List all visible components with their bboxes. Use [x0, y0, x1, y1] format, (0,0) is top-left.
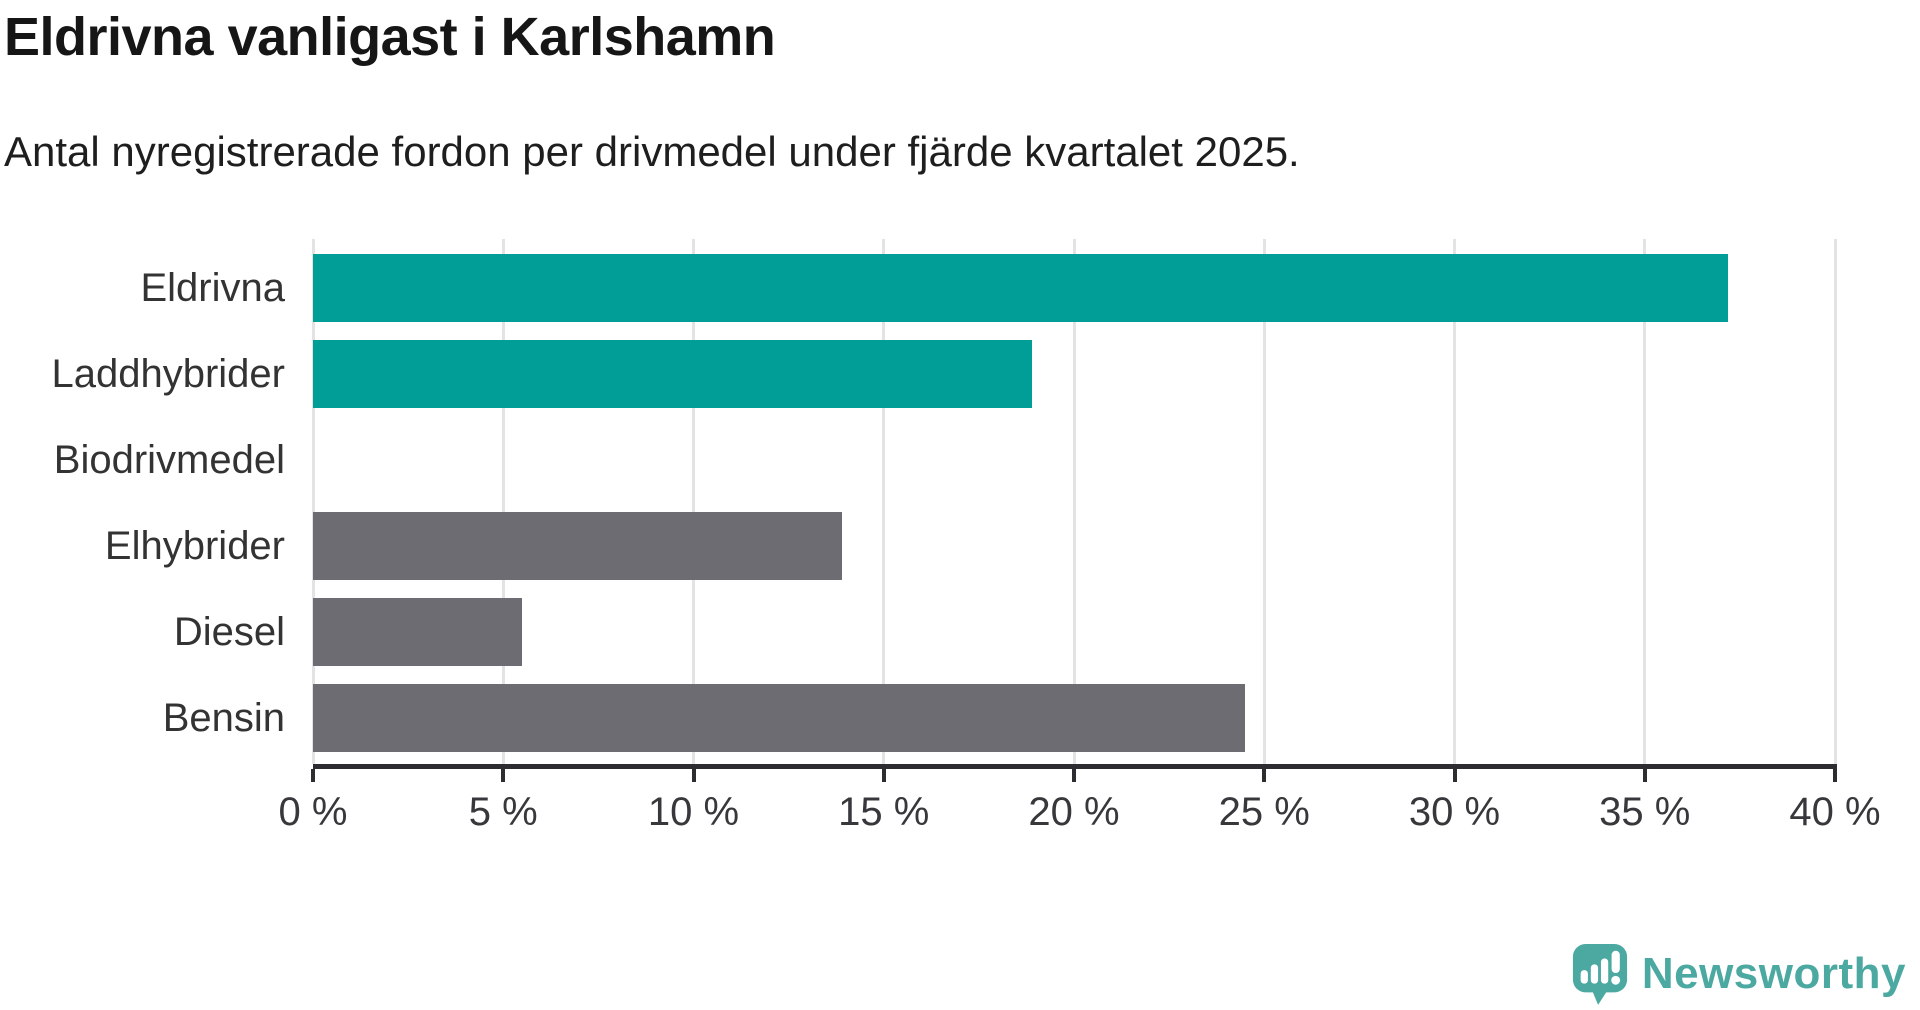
- category-label-bensin: Bensin: [162, 695, 285, 740]
- x-axis-line: [313, 764, 1837, 769]
- category-label-laddhybrider: Laddhybrider: [51, 351, 286, 396]
- chart-subtitle: Antal nyregistrerade fordon per drivmede…: [4, 128, 1300, 175]
- x-tick-label-35pct: 35 %: [1599, 790, 1691, 834]
- x-tick-label-25pct: 25 %: [1218, 790, 1310, 834]
- x-tick-30pct: [1452, 769, 1457, 782]
- newsworthy-logo-icon: [1572, 944, 1627, 1005]
- gridline-40pct: [1833, 239, 1837, 764]
- bar-row-biodrivmedel: Biodrivmedel: [0, 417, 1920, 503]
- x-tick-label-15pct: 15 %: [838, 790, 930, 834]
- bar-track-diesel: [313, 598, 1920, 666]
- bar-laddhybrider: [313, 340, 1033, 408]
- gridline-10pct: [692, 239, 695, 764]
- bar-bensin: [313, 684, 1246, 752]
- bar-track-bensin: [313, 684, 1920, 752]
- gridline-30pct: [1453, 239, 1456, 764]
- gridline-25pct: [1262, 239, 1266, 764]
- bar-row-bensin: Bensin: [0, 675, 1920, 761]
- gridline-35pct: [1643, 239, 1647, 764]
- bar-track-elhybrider: [313, 512, 1920, 580]
- bar-diesel: [313, 598, 523, 666]
- bar-row-elhybrider: Elhybrider: [0, 503, 1920, 589]
- x-tick-25pct: [1262, 769, 1267, 782]
- newsworthy-logo: Newsworthy: [1571, 942, 1906, 1006]
- gridlines: [311, 239, 1839, 764]
- category-label-eldrivna: Eldrivna: [140, 265, 285, 310]
- gridline-0pct: [311, 239, 315, 764]
- bar-rows: Eldrivna Laddhybrider Biodrivmedel Elhybrid…: [0, 245, 1920, 761]
- x-tick-35pct: [1642, 769, 1647, 782]
- category-label-elhybrider: Elhybrider: [104, 523, 285, 568]
- bar-elhybrider: [313, 512, 842, 580]
- x-tick-label-10pct: 10 %: [647, 790, 740, 834]
- chart-title: Eldrivna vanligast i Karlshamn: [4, 7, 776, 67]
- x-tick-label-5pct: 5 %: [468, 790, 538, 834]
- gridline-20pct: [1072, 239, 1076, 764]
- bar-track-eldrivna: [313, 254, 1920, 322]
- x-tick-label-0pct: 0 %: [278, 790, 348, 834]
- x-tick-10pct: [691, 769, 696, 782]
- x-tick-15pct: [881, 769, 886, 782]
- x-tick-40pct: [1833, 769, 1837, 782]
- x-tick-label-20pct: 20 %: [1028, 790, 1120, 834]
- gridline-15pct: [882, 239, 886, 764]
- bar-eldrivna: [313, 254, 1729, 322]
- bar-track-laddhybrider: [313, 340, 1920, 408]
- bar-row-diesel: Diesel: [0, 589, 1920, 675]
- x-tick-5pct: [501, 769, 506, 782]
- x-tick-label-40pct: 40 %: [1789, 790, 1881, 834]
- x-tick-20pct: [1072, 769, 1076, 782]
- gridline-5pct: [501, 239, 505, 764]
- horizontal-bar-chart: Eldrivna Laddhybrider Biodrivmedel Elhybrid…: [0, 239, 1920, 839]
- bar-track-biodrivmedel: [313, 426, 1920, 494]
- bar-row-laddhybrider: Laddhybrider: [0, 331, 1920, 417]
- category-label-diesel: Diesel: [173, 609, 285, 654]
- bar-row-eldrivna: Eldrivna: [0, 245, 1920, 331]
- x-tick-0pct: [311, 769, 315, 782]
- category-label-biodrivmedel: Biodrivmedel: [53, 437, 285, 482]
- newsworthy-logo-text: Newsworthy: [1641, 949, 1906, 998]
- x-tick-label-30pct: 30 %: [1408, 790, 1501, 834]
